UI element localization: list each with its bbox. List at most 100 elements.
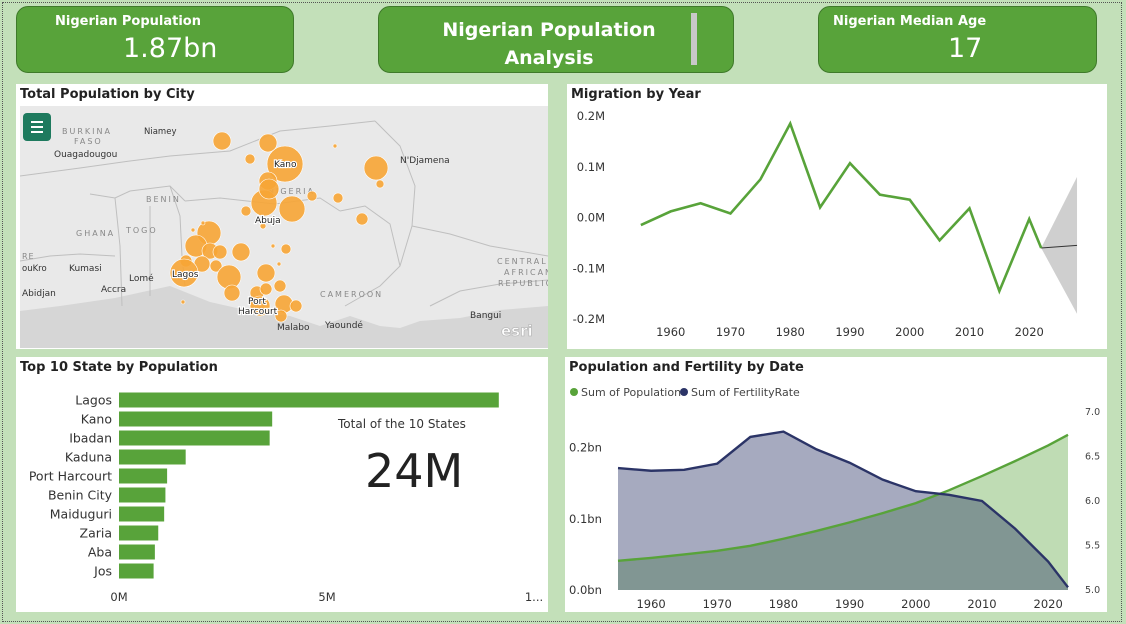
city-bubble[interactable]: [375, 179, 385, 189]
city-bubble[interactable]: [289, 299, 303, 313]
x-tick-label: 1960: [636, 597, 665, 611]
map-labels: BURKINA FASO Niamey Ouagadougou BENIN GH…: [22, 127, 548, 333]
states-bar-chart[interactable]: Lagos Kano Ibadan Kaduna Port Harcourt Benin …: [16, 357, 548, 612]
x-tick-label: 2010: [967, 597, 996, 611]
city-bubble[interactable]: [259, 222, 267, 230]
y-tick-label: -0.2M: [573, 312, 605, 326]
map-label-nigeria: NIGERIA: [268, 187, 315, 196]
city-bubble[interactable]: [200, 220, 206, 226]
city-bubble[interactable]: [332, 143, 338, 149]
map-label-oukro: ouKro: [22, 264, 47, 274]
legend-marker-fertility: [680, 388, 688, 396]
x-tick-label: 2000: [901, 597, 930, 611]
map-label-yaounde: Yaoundé: [324, 320, 363, 331]
city-bubble[interactable]: [240, 205, 252, 217]
population-line: [617, 433, 1069, 563]
bar-label: Jos: [93, 564, 112, 579]
city-bubble[interactable]: [278, 195, 306, 223]
map-menu-button[interactable]: [23, 113, 51, 141]
city-bubble[interactable]: [273, 279, 287, 293]
city-bubble[interactable]: [231, 242, 251, 262]
forecast-line: [1041, 244, 1078, 249]
fertility-panel[interactable]: Population and Fertility by Date Sum of …: [565, 357, 1107, 612]
city-bubble[interactable]: [276, 261, 282, 267]
x-tick-label: 1960: [656, 325, 685, 339]
state-bar: [119, 468, 168, 484]
map-panel-title: Total Population by City: [20, 87, 195, 102]
map-label-abuja: Abuja: [255, 216, 281, 226]
bar-label: Benin City: [48, 488, 113, 503]
kpi-card-population[interactable]: Nigerian Population 1.87bn: [16, 6, 294, 73]
x-tick-label: 1970: [716, 325, 745, 339]
city-bubble[interactable]: [306, 190, 318, 202]
y-tick-label: 0.1M: [577, 160, 605, 174]
y-tick-label-right: 6.0: [1085, 496, 1100, 507]
map-label-cameroon: CAMEROON: [320, 290, 383, 299]
bar-label: Zaria: [80, 526, 113, 541]
y-tick-label-right: 5.5: [1085, 541, 1100, 552]
city-bubble[interactable]: [209, 259, 223, 273]
migration-panel[interactable]: Migration by Year 0.2M 0.1M 0.0M -0.1M -0.2M…: [567, 84, 1107, 349]
city-bubble[interactable]: [266, 145, 304, 183]
state-bar: [119, 563, 154, 579]
city-bubble[interactable]: [274, 309, 288, 323]
state-bar: [119, 506, 165, 522]
map-label-burkina: BURKINA: [62, 127, 112, 136]
city-bubble[interactable]: [258, 178, 280, 200]
population-area: [618, 434, 1068, 590]
x-tick-label: 5M: [318, 590, 335, 604]
city-bubble[interactable]: [363, 155, 389, 181]
map-label-niamey: Niamey: [144, 127, 176, 137]
map-label-harcourt: Harcourt: [238, 307, 278, 317]
map-panel[interactable]: Total Population by City BURKINA FASO Ni…: [16, 84, 548, 349]
states-panel-title: Top 10 State by Population: [20, 360, 218, 375]
map-label-accra: Accra: [101, 285, 126, 295]
city-bubble[interactable]: [332, 192, 344, 204]
city-bubble[interactable]: [256, 263, 276, 283]
esri-logo: esri: [501, 322, 533, 340]
population-map[interactable]: BURKINA FASO Niamey Ouagadougou BENIN GH…: [20, 106, 548, 348]
map-label-abidjan: Abidjan: [22, 289, 56, 299]
fertility-line: [617, 430, 1069, 589]
city-bubble[interactable]: [212, 131, 232, 151]
menu-icon-bar: [31, 126, 43, 128]
fertility-area: [618, 431, 1068, 590]
kpi-card-median-age[interactable]: Nigerian Median Age 17: [818, 6, 1097, 73]
city-bubble[interactable]: [259, 282, 273, 296]
x-tick-label: 2020: [1015, 325, 1044, 339]
legend-label-fertility: Sum of FertilityRate: [691, 386, 800, 399]
city-bubbles[interactable]: [169, 131, 389, 323]
legend-label-population: Sum of Population: [581, 386, 681, 399]
city-bubble[interactable]: [190, 227, 196, 233]
map-label-togo: TOGO: [125, 226, 158, 235]
y-tick-label: -0.1M: [573, 261, 605, 275]
x-tick-label: 1990: [835, 597, 864, 611]
map-label-benin: BENIN: [146, 195, 181, 204]
map-label-ndjamena: N'Djamena: [400, 156, 450, 166]
y-tick-label-left: 0.1bn: [569, 512, 602, 526]
city-bubble[interactable]: [212, 244, 228, 260]
migration-panel-title: Migration by Year: [571, 87, 701, 102]
state-bar: [119, 525, 159, 541]
kpi-population-label: Nigerian Population: [55, 14, 201, 29]
kpi-population-value: 1.87bn: [123, 33, 218, 64]
dashboard-title: Nigerian Population Analysis: [442, 19, 656, 69]
city-bubble[interactable]: [169, 258, 199, 288]
city-bubble[interactable]: [244, 153, 256, 165]
map-label-republic: REPUBLIC: [498, 279, 548, 288]
city-bubble[interactable]: [249, 295, 271, 317]
migration-chart[interactable]: 0.2M 0.1M 0.0M -0.1M -0.2M 1960 1970 1980 1990 20…: [567, 84, 1107, 349]
title-divider: [691, 13, 697, 65]
y-tick-label-right: 5.0: [1085, 585, 1100, 596]
city-bubble[interactable]: [180, 299, 186, 305]
fertility-area-chart[interactable]: Sum of Population Sum of FertilityRate 0.2…: [565, 357, 1107, 612]
city-bubble[interactable]: [270, 243, 276, 249]
x-tick-label: 1980: [769, 597, 798, 611]
city-bubble[interactable]: [355, 212, 369, 226]
states-panel[interactable]: Top 10 State by Population Lagos Kano Ibad…: [16, 357, 548, 612]
city-bubble[interactable]: [258, 133, 278, 153]
city-bubble[interactable]: [223, 284, 241, 302]
x-tick-label: 2000: [895, 325, 924, 339]
city-bubble[interactable]: [280, 243, 292, 255]
